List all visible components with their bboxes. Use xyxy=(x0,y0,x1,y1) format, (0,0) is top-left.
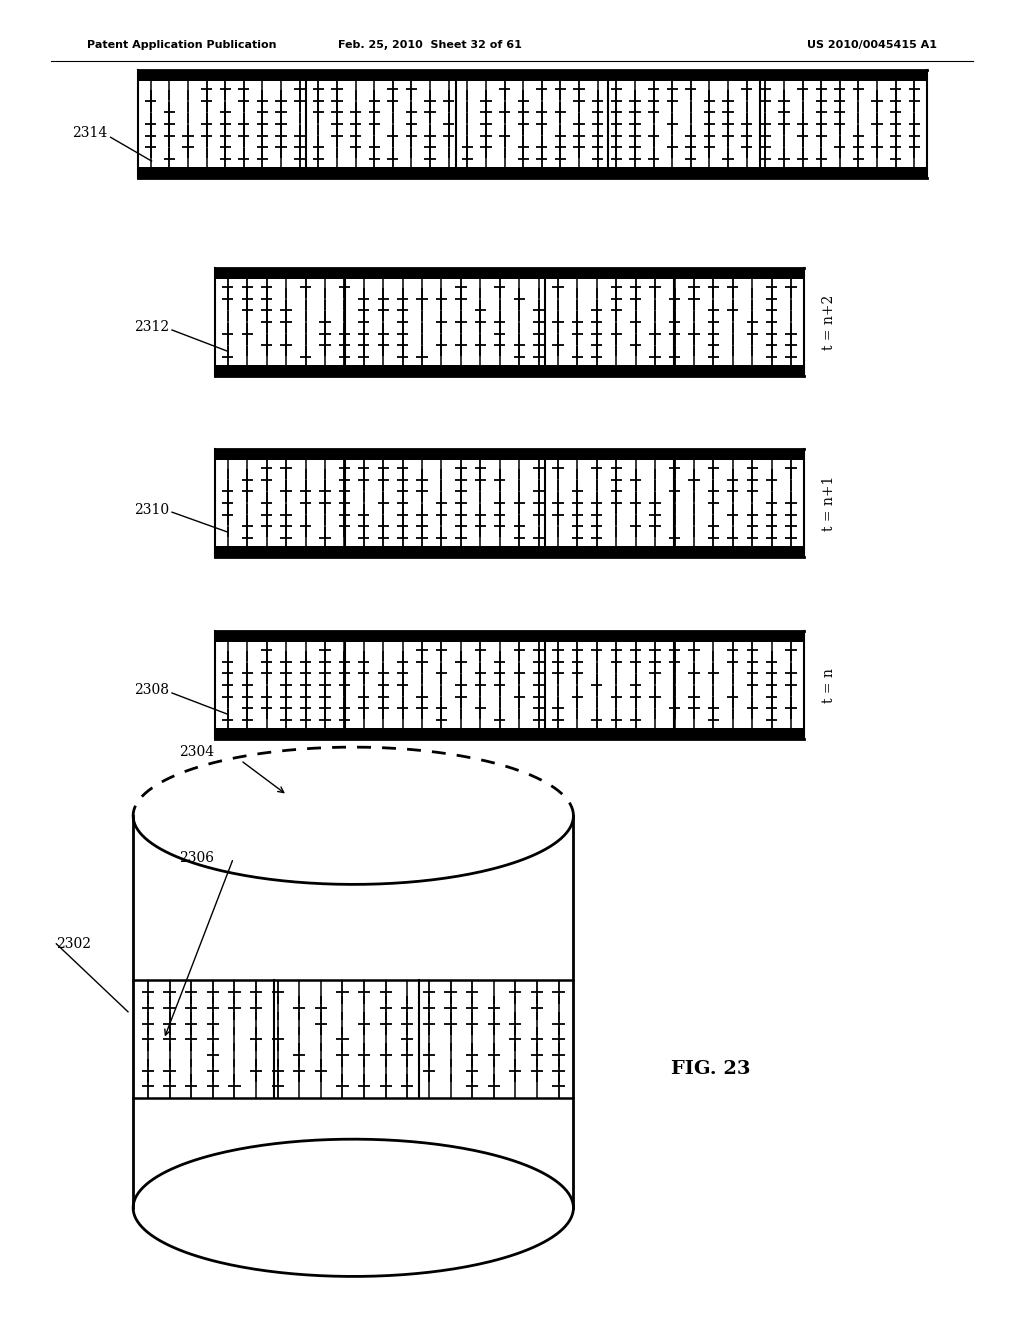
Text: 2308: 2308 xyxy=(134,684,169,697)
Bar xyxy=(138,70,927,178)
Bar xyxy=(138,168,927,178)
Bar xyxy=(215,729,804,739)
Text: 2314: 2314 xyxy=(73,127,108,140)
Text: t = n+1: t = n+1 xyxy=(822,475,837,531)
Bar xyxy=(215,449,804,557)
Polygon shape xyxy=(133,1139,573,1276)
Text: US 2010/0045415 A1: US 2010/0045415 A1 xyxy=(807,40,937,50)
Bar xyxy=(215,268,804,376)
Bar xyxy=(215,268,804,279)
Text: Patent Application Publication: Patent Application Publication xyxy=(87,40,276,50)
Text: 2312: 2312 xyxy=(134,321,169,334)
Text: 2306: 2306 xyxy=(179,851,214,865)
Bar xyxy=(215,366,804,376)
Bar xyxy=(138,70,927,81)
Text: t = n+2: t = n+2 xyxy=(822,294,837,350)
Text: 2304: 2304 xyxy=(179,746,214,759)
Bar xyxy=(215,546,804,557)
Polygon shape xyxy=(133,747,573,1208)
Bar xyxy=(215,449,804,459)
Text: 2302: 2302 xyxy=(56,937,91,950)
Text: t = n: t = n xyxy=(822,668,837,702)
Text: Feb. 25, 2010  Sheet 32 of 61: Feb. 25, 2010 Sheet 32 of 61 xyxy=(338,40,522,50)
Text: FIG. 23: FIG. 23 xyxy=(671,1060,751,1078)
Text: 2310: 2310 xyxy=(134,503,169,516)
Bar xyxy=(215,631,804,739)
Bar xyxy=(215,631,804,642)
